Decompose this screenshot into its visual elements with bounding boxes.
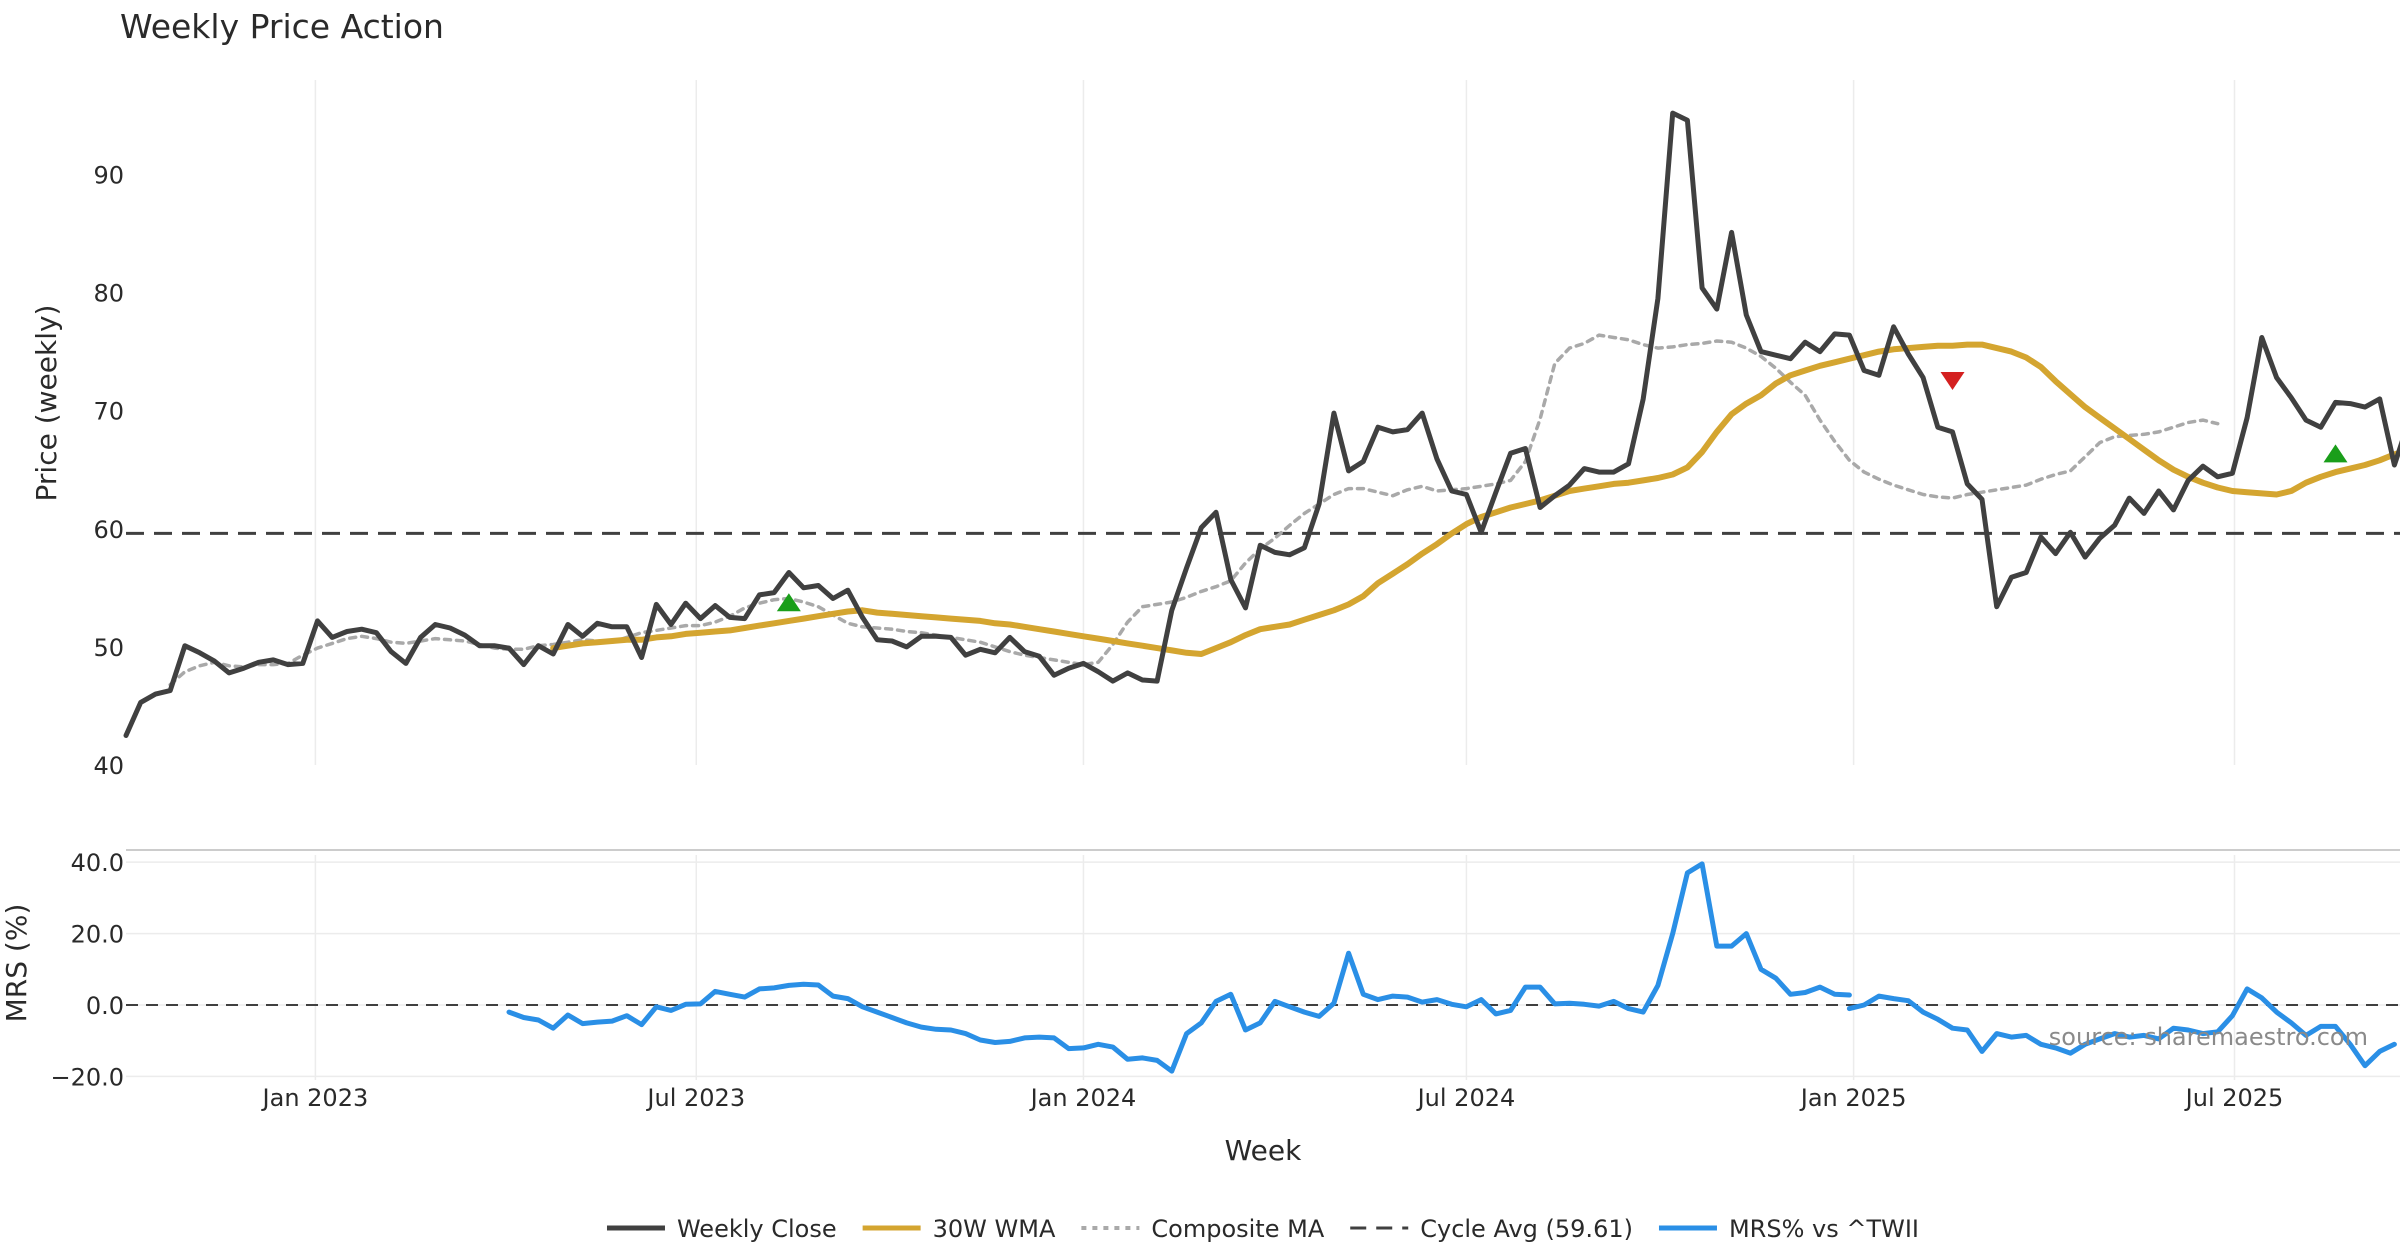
x-tick-label: Jul 2024 xyxy=(1416,1084,1516,1112)
signal-up-marker xyxy=(776,593,801,612)
mrs-series xyxy=(506,861,2397,1074)
legend-label: Cycle Avg (59.61) xyxy=(1420,1215,1633,1243)
legend-label: 30W WMA xyxy=(933,1215,1056,1243)
signal-up-marker xyxy=(2323,444,2348,463)
series-weekly-close xyxy=(123,110,2400,738)
series-mrs-segment xyxy=(1846,986,2397,1069)
x-tick-label: Jan 2025 xyxy=(1799,1084,1907,1112)
legend-label: Composite MA xyxy=(1151,1215,1324,1243)
price-y-tick-label: 60 xyxy=(93,516,124,544)
legend-label: Weekly Close xyxy=(677,1215,837,1243)
price-y-ticks: 40 50 60 70 80 90 xyxy=(93,161,124,780)
chart-title: Weekly Price Action xyxy=(120,7,444,46)
price-y-tick-label: 40 xyxy=(93,752,124,780)
x-tick-label: Jan 2023 xyxy=(261,1084,369,1112)
legend: Weekly Close 30W WMA Composite MA Cycle Avg… xyxy=(606,1215,1919,1243)
x-axis-label: Week xyxy=(1225,1134,1302,1167)
price-y-tick-label: 70 xyxy=(93,398,124,426)
source-note: source: sharemaestro.com xyxy=(2049,1023,2368,1051)
series-composite-ma xyxy=(168,333,2220,687)
price-y-tick-label: 90 xyxy=(93,161,124,189)
x-ticks: Jan 2023 Jul 2023 Jan 2024 Jul 2024 Jan 2025… xyxy=(261,1084,2284,1112)
price-y-tick-label: 50 xyxy=(93,634,124,662)
mrs-y-ticks: −20.0 0.0 20.0 40.0 xyxy=(50,849,124,1091)
price-series xyxy=(123,110,2400,738)
price-y-tick-label: 80 xyxy=(93,280,124,308)
x-tick-label: Jul 2023 xyxy=(645,1084,745,1112)
x-tick-label: Jul 2025 xyxy=(2184,1084,2284,1112)
signal-down-marker xyxy=(1940,371,1965,390)
legend-label: MRS% vs ^TWII xyxy=(1729,1215,1919,1243)
mrs-y-tick-label: 20.0 xyxy=(71,921,124,949)
mrs-y-tick-label: 0.0 xyxy=(86,992,124,1020)
price-y-axis-label: Price (weekly) xyxy=(30,305,63,502)
mrs-y-tick-label: −20.0 xyxy=(50,1063,124,1091)
price-grid xyxy=(314,80,2236,765)
mrs-y-tick-label: 40.0 xyxy=(71,849,124,877)
mrs-grid xyxy=(126,855,2400,1080)
mrs-y-axis-label: MRS (%) xyxy=(0,904,33,1023)
signal-markers xyxy=(776,371,2348,612)
series-mrs-segment xyxy=(506,861,1852,1074)
x-tick-label: Jan 2024 xyxy=(1029,1084,1137,1112)
series-30w-wma xyxy=(550,341,2400,657)
